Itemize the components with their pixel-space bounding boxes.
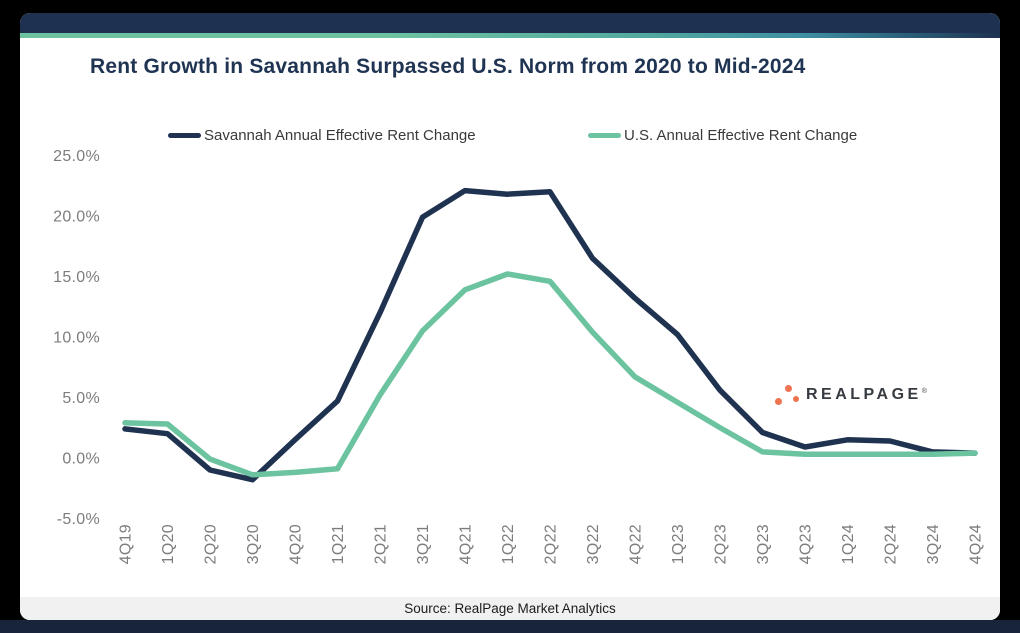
x-axis-tick: 2Q22 — [543, 524, 560, 564]
x-axis-tick: 3Q24 — [925, 524, 942, 564]
bottom-accent-bar — [0, 620, 1020, 633]
source-footer: Source: RealPage Market Analytics — [20, 597, 1000, 620]
x-axis-tick: 2Q24 — [883, 524, 900, 564]
x-axis-tick: 1Q20 — [160, 524, 177, 564]
x-axis-tick: 1Q23 — [670, 524, 687, 564]
realpage-logo: REALPAGE ® — [775, 383, 927, 407]
x-axis-tick: 1Q22 — [500, 524, 517, 564]
y-axis-tick: 5.0% — [62, 390, 100, 407]
chart-title: Rent Growth in Savannah Surpassed U.S. N… — [90, 55, 806, 78]
series-line-1 — [122, 271, 978, 478]
x-axis-tick: 2Q21 — [373, 524, 390, 564]
card-header-bar — [20, 13, 1000, 33]
legend-label-us: U.S. Annual Effective Rent Change — [624, 127, 858, 144]
x-axis-tick: 4Q19 — [118, 524, 135, 564]
series-line-0 — [122, 187, 978, 483]
x-axis-tick: 3Q20 — [245, 524, 262, 564]
chart-card: Rent Growth in Savannah Surpassed U.S. N… — [20, 13, 1000, 620]
x-axis-tick: 1Q24 — [840, 524, 857, 564]
x-axis-tick: 2Q23 — [713, 524, 730, 564]
y-axis-tick: 25.0% — [53, 148, 100, 165]
y-axis-tick: 0.0% — [62, 450, 100, 467]
y-axis-tick: 10.0% — [53, 329, 100, 346]
y-axis-tick: 15.0% — [53, 269, 100, 286]
realpage-logo-text: REALPAGE — [806, 386, 922, 403]
legend-item-us: U.S. Annual Effective Rent Change — [588, 127, 857, 144]
x-axis-tick: 4Q20 — [288, 524, 305, 564]
registered-mark-icon: ® — [921, 387, 927, 395]
legend-label-savannah: Savannah Annual Effective Rent Change — [204, 127, 476, 144]
x-axis-tick: 3Q21 — [415, 524, 432, 564]
x-axis-tick: 3Q22 — [585, 524, 602, 564]
x-axis-tick: 4Q21 — [458, 524, 475, 564]
x-axis-tick: 4Q23 — [798, 524, 815, 564]
savannah-line-swatch — [168, 133, 201, 138]
x-axis-tick: 1Q21 — [330, 524, 347, 564]
x-axis-tick: 3Q23 — [755, 524, 772, 564]
chart-legend: Savannah Annual Effective Rent Change U.… — [20, 127, 1000, 147]
y-axis-tick: -5.0% — [57, 511, 100, 528]
y-axis-tick: 20.0% — [53, 209, 100, 226]
source-text: Source: RealPage Market Analytics — [404, 601, 616, 616]
us-line-swatch — [588, 133, 621, 138]
legend-item-savannah: Savannah Annual Effective Rent Change — [168, 127, 476, 144]
x-axis-tick: 4Q22 — [628, 524, 645, 564]
x-axis-tick: 4Q24 — [968, 524, 985, 564]
x-axis-tick: 2Q20 — [203, 524, 220, 564]
header-accent-line — [20, 33, 1000, 38]
realpage-dots-icon — [775, 383, 802, 407]
